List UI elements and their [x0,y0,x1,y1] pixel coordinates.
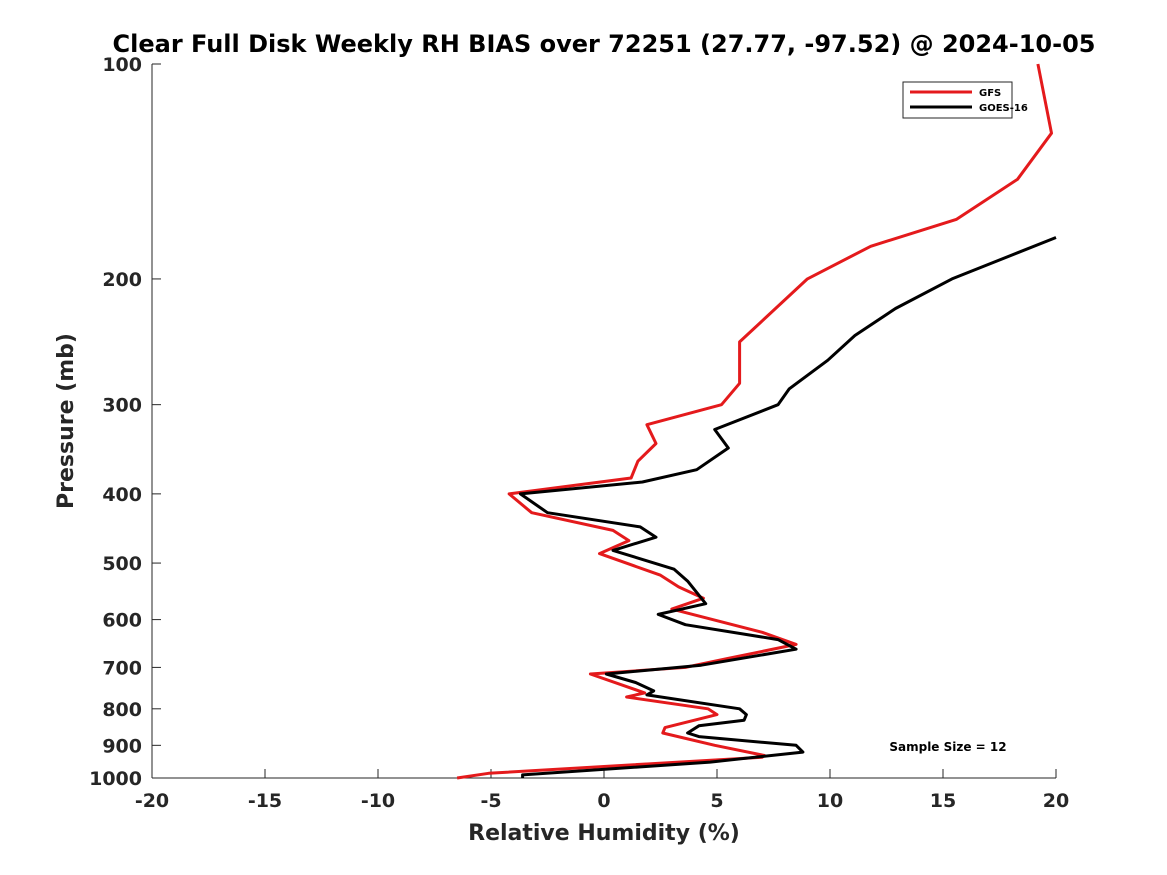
series-line-gfs [456,63,1053,780]
series-line-goes-16 [518,236,1057,778]
plot-area [152,64,1056,778]
y-tick-label: 800 [102,699,142,721]
axes: -20 -15 -10 -5 0 5 10 15 20 100 200 300 400 500 600 700… [89,54,1069,812]
x-tick-label: -5 [480,790,501,812]
y-tick-label: 700 [102,657,142,679]
x-axis-label: Relative Humidity (%) [468,821,740,846]
x-tick-label: -20 [135,790,169,812]
y-tick-label: 900 [102,735,142,757]
legend: GFS GOES-16 [902,81,1028,119]
series-layer [456,63,1057,780]
y-tick-label: 500 [102,553,142,575]
x-tick-label: 20 [1043,790,1069,812]
x-tick-label: -10 [361,790,395,812]
x-tick-label: 15 [930,790,956,812]
chart-title: Clear Full Disk Weekly RH BIAS over 7225… [113,30,1096,58]
legend-label-gfs: GFS [979,88,1001,99]
sample-size-annotation: Sample Size = 12 [889,740,1006,754]
y-tick-label: 300 [102,395,142,417]
y-tick-label: 400 [102,484,142,506]
y-tick-label: 100 [102,54,142,76]
x-tick-label: 10 [817,790,843,812]
y-tick-label: 1000 [89,768,142,790]
x-tick-label: -15 [248,790,282,812]
x-tick-label: 5 [710,790,723,812]
y-axis-label: Pressure (mb) [54,333,79,509]
legend-box [902,81,1013,119]
y-tick-label: 600 [102,610,142,632]
x-tick-label: 0 [597,790,610,812]
y-tick-label: 200 [102,269,142,291]
legend-label-goes-16: GOES-16 [979,103,1028,114]
